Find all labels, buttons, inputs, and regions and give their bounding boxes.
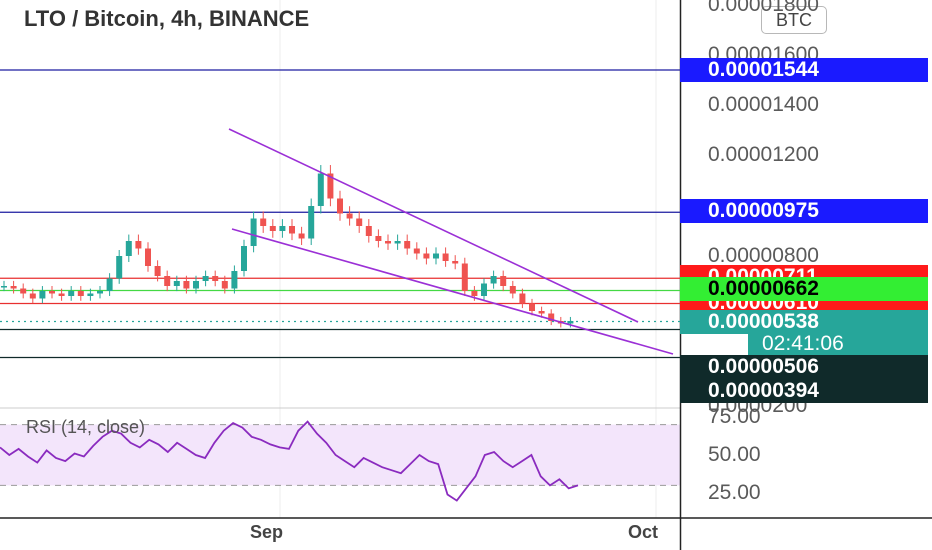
candle-body — [221, 281, 228, 289]
candle-body — [413, 248, 420, 254]
candle-body — [106, 278, 113, 291]
candle-body — [29, 293, 36, 299]
rsi-axis-tick: 25.00 — [708, 481, 761, 504]
candle-body — [1, 286, 7, 288]
candle-body — [241, 246, 247, 271]
candle-body — [356, 218, 363, 226]
last-price-badge: 0.00000538 — [680, 310, 928, 334]
candle-body — [125, 241, 132, 256]
candle-body — [385, 241, 391, 244]
trend-line-upper — [228, 128, 639, 323]
candle-body — [298, 233, 305, 239]
candle-body — [183, 281, 190, 289]
candle-body — [97, 291, 103, 294]
candle-body — [135, 241, 142, 249]
candle-body — [404, 241, 411, 249]
candle-body — [260, 218, 267, 226]
candle-body — [116, 256, 123, 279]
candle-body — [68, 291, 75, 296]
candle-body — [433, 253, 439, 259]
candle-body — [87, 293, 94, 296]
candle-body — [20, 288, 27, 294]
level-badge-blue: 0.00000975 — [680, 199, 928, 223]
rsi-axis-tick: 75.00 — [708, 405, 761, 428]
candle-body — [10, 286, 17, 289]
candle-body — [49, 291, 55, 294]
price-axis-tick: 0.00001400 — [708, 93, 819, 116]
candle-body — [193, 281, 199, 289]
rsi-axis-tick: 50.00 — [708, 443, 761, 466]
candle-body — [327, 173, 334, 199]
time-axis-tick: Sep — [250, 522, 284, 542]
level-badge-blue: 0.00001544 — [680, 58, 928, 82]
candle-body — [529, 303, 535, 311]
candle-body — [202, 276, 209, 281]
price-axis-tick: 0.00001800 — [708, 0, 819, 16]
candle-body — [39, 291, 46, 299]
time-axis-tick: Oct — [628, 522, 659, 542]
candle-body — [58, 293, 65, 296]
candle-body — [212, 276, 219, 281]
rsi-indicator-label[interactable]: RSI (14, close) — [26, 417, 146, 437]
chart-title: LTO / Bitcoin, 4h, BINANCE — [24, 6, 310, 31]
currency-button[interactable]: BTC — [761, 6, 827, 34]
candle-body — [471, 291, 478, 296]
candle-body — [77, 291, 84, 296]
trend-line-lower — [231, 228, 674, 355]
candle-body — [509, 286, 516, 294]
candle-body — [154, 266, 161, 276]
candle-body — [500, 276, 507, 286]
rsi-line — [0, 420, 579, 502]
candle-body — [538, 311, 545, 314]
level-badge-green: 0.00000662 — [680, 277, 928, 301]
candle-body — [519, 293, 526, 304]
candle-body — [481, 283, 487, 296]
candle-body — [548, 313, 555, 321]
candle-body — [461, 263, 468, 291]
candle-body — [423, 253, 430, 259]
candle-body — [375, 236, 382, 241]
candle-body — [452, 261, 459, 264]
candle-body — [490, 276, 497, 284]
price-axis-tick: 0.00000800 — [708, 244, 819, 267]
candle-body — [442, 253, 449, 261]
candle-body — [308, 206, 315, 239]
candle-body — [145, 248, 151, 266]
candle-body — [337, 198, 343, 214]
candle-body — [317, 173, 324, 206]
candle-body — [173, 281, 180, 286]
bar-countdown: 02:41:06 — [748, 332, 928, 356]
candle-body — [231, 271, 238, 289]
candle-body — [289, 226, 295, 234]
price-axis-tick: 0.00001200 — [708, 143, 819, 166]
candle-body — [250, 218, 257, 246]
candle-body — [346, 213, 353, 219]
candle-body — [365, 226, 372, 236]
candle-body — [164, 276, 171, 286]
candle-body — [394, 241, 401, 244]
candle-body — [279, 226, 286, 231]
level-badge-dark: 0.00000506 — [680, 355, 928, 379]
candle-body — [567, 321, 574, 324]
level-badge-dark: 0.00000394 — [680, 379, 928, 403]
candle-body — [269, 226, 276, 231]
rsi-band — [0, 424, 680, 486]
